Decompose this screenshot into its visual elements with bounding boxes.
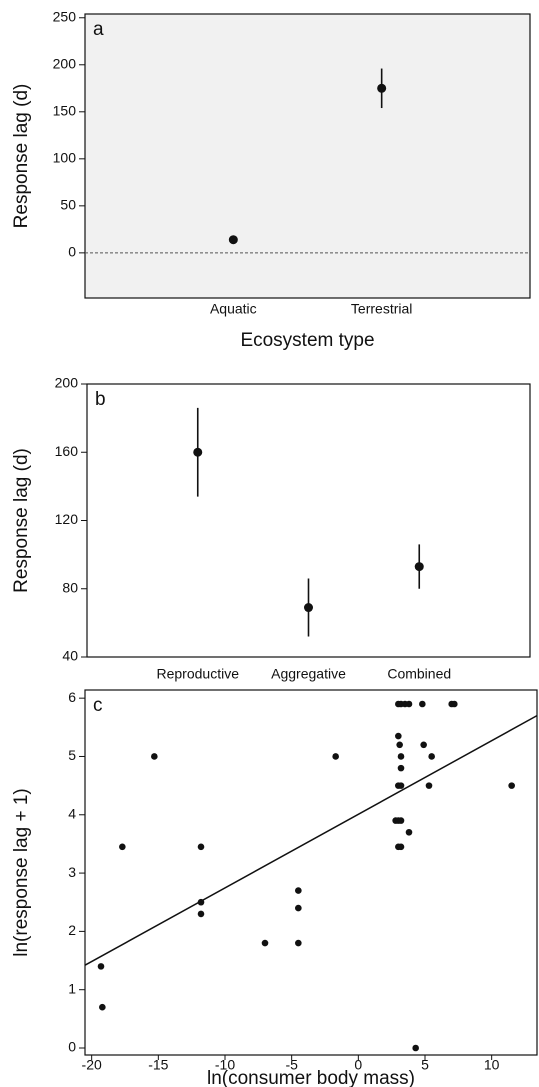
point <box>99 1003 106 1011</box>
plot-area <box>84 13 531 299</box>
x-tick-label: -20 <box>82 1057 102 1073</box>
point <box>420 741 427 749</box>
point <box>151 753 158 760</box>
y-axis-label: Response lag (d) <box>11 84 32 229</box>
point <box>261 939 269 947</box>
point <box>425 782 433 789</box>
point <box>377 83 387 93</box>
y-tick-label: 80 <box>62 579 78 595</box>
point <box>397 843 405 851</box>
point <box>295 887 302 894</box>
point <box>397 764 405 772</box>
x-tick-label: 10 <box>484 1057 500 1073</box>
x-axis-label: ln(consumer body mass) <box>207 1068 415 1087</box>
x-tick-label: Reproductive <box>157 666 240 682</box>
y-tick-label: 160 <box>55 443 79 459</box>
y-tick-label: 0 <box>68 1039 76 1055</box>
x-axis-label: Ecosystem type <box>240 330 374 351</box>
annotation: b <box>95 389 106 410</box>
x-tick-label: Aggregative <box>271 666 346 682</box>
point <box>395 732 402 740</box>
x-tick-label: -15 <box>148 1057 168 1073</box>
y-tick-label: 100 <box>53 150 77 166</box>
point <box>405 700 413 708</box>
y-tick-label: 1 <box>68 980 76 996</box>
y-tick-label: 5 <box>68 747 76 763</box>
y-tick-label: 4 <box>68 805 76 821</box>
x-tick-label: Aquatic <box>210 301 257 317</box>
point <box>119 843 126 851</box>
y-axis-label: Response lag (d) <box>11 448 32 593</box>
y-tick-label: 0 <box>68 244 76 260</box>
point <box>97 963 105 970</box>
point <box>332 753 339 760</box>
x-tick-label: -5 <box>285 1057 298 1073</box>
point <box>451 700 458 708</box>
point <box>197 843 205 851</box>
plot-area <box>86 383 531 658</box>
y-tick-label: 3 <box>68 864 76 880</box>
point <box>412 1044 419 1052</box>
point <box>304 603 313 613</box>
annotation: a <box>93 19 104 40</box>
point <box>295 939 302 947</box>
point <box>197 910 205 918</box>
point <box>396 741 403 749</box>
x-tick-label: 0 <box>354 1057 362 1073</box>
fit-line <box>84 714 538 966</box>
point <box>419 700 426 708</box>
y-tick-label: 250 <box>53 8 77 24</box>
point <box>228 235 238 245</box>
y-tick-label: 50 <box>60 197 76 213</box>
point <box>428 753 435 760</box>
point <box>397 782 405 789</box>
y-tick-label: 120 <box>55 511 79 527</box>
x-tick-label: -10 <box>215 1057 235 1073</box>
x-tick-label: Combined <box>387 666 451 682</box>
point <box>397 753 405 760</box>
annotation: c <box>93 695 103 716</box>
y-tick-label: 150 <box>53 103 77 119</box>
y-tick-label: 40 <box>62 648 78 664</box>
y-tick-label: 6 <box>68 689 76 705</box>
y-tick-label: 200 <box>53 55 77 71</box>
point <box>295 904 302 912</box>
point <box>414 562 424 572</box>
x-tick-label: Terrestrial <box>351 301 412 317</box>
y-tick-label: 2 <box>68 922 76 938</box>
point <box>197 898 205 906</box>
point <box>193 447 203 457</box>
plot-area <box>84 689 538 1056</box>
y-axis-label: ln(response lag + 1) <box>11 788 32 956</box>
y-tick-label: 200 <box>55 375 79 391</box>
point <box>397 817 405 824</box>
point <box>405 828 413 836</box>
point <box>508 782 515 789</box>
x-tick-label: 5 <box>421 1057 429 1073</box>
